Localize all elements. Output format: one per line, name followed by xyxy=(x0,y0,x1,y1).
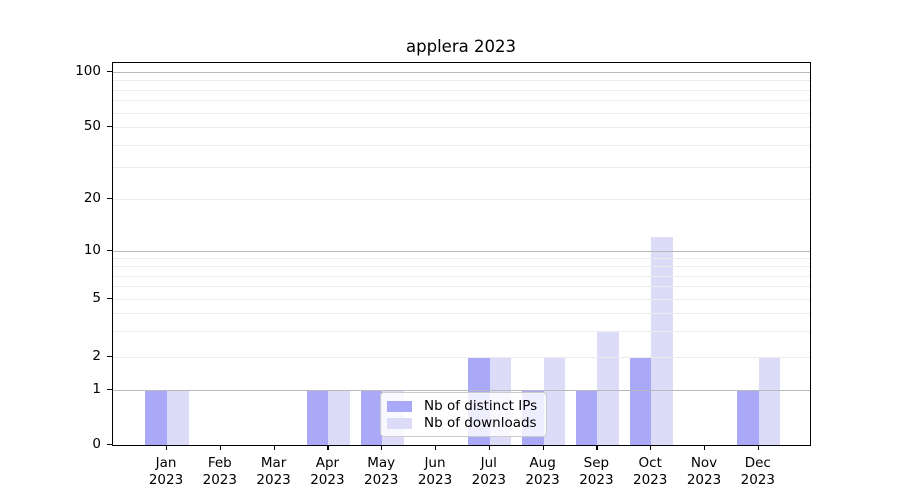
y-gridline-minor xyxy=(113,199,810,200)
legend-label-distinct-ips: Nb of distinct IPs xyxy=(424,398,538,414)
bar-downloads-oct xyxy=(651,237,673,445)
x-tick-label: Jun 2023 xyxy=(417,455,453,488)
legend-item-distinct-ips: Nb of distinct IPs xyxy=(387,398,538,415)
y-tick-label: 10 xyxy=(83,242,101,258)
legend-swatch-downloads xyxy=(387,418,412,429)
bar-distinct-ips-sep xyxy=(575,390,598,445)
legend: Nb of distinct IPs Nb of downloads xyxy=(380,392,547,437)
y-gridline-minor xyxy=(113,266,810,268)
y-gridline-minor xyxy=(113,100,810,102)
x-tick-label: Sep 2023 xyxy=(579,455,614,488)
y-gridline-minor xyxy=(113,127,810,128)
bar-distinct-ips-jan xyxy=(145,390,167,445)
y-gridline-major xyxy=(113,390,810,391)
x-tick xyxy=(488,445,490,450)
y-gridline-minor xyxy=(113,89,810,91)
y-gridline-minor xyxy=(113,258,810,260)
x-tick-label: Dec 2023 xyxy=(740,455,775,488)
legend-swatch-distinct-ips xyxy=(387,401,412,412)
x-tick-label: Jan 2023 xyxy=(148,455,184,488)
y-tick xyxy=(107,71,112,73)
x-tick-label: Apr 2023 xyxy=(310,455,345,488)
legend-item-downloads: Nb of downloads xyxy=(387,415,538,432)
bar-downloads-jan xyxy=(167,390,189,445)
bar-distinct-ips-may xyxy=(360,390,383,445)
y-tick xyxy=(107,389,112,391)
x-tick xyxy=(596,445,598,450)
y-gridline-major xyxy=(113,251,810,252)
y-tick xyxy=(107,356,112,358)
y-gridline-minor xyxy=(113,313,810,315)
y-gridline-major xyxy=(113,72,810,73)
y-tick xyxy=(107,444,112,446)
x-tick-label: Oct 2023 xyxy=(633,455,668,488)
y-tick-label: 1 xyxy=(92,381,101,397)
chart-title: applera 2023 xyxy=(406,37,516,56)
y-gridline-minor xyxy=(113,286,810,288)
x-tick xyxy=(166,445,168,450)
x-tick xyxy=(273,445,275,450)
x-tick-label: May 2023 xyxy=(364,455,399,488)
y-tick-label: 5 xyxy=(92,290,101,306)
x-tick xyxy=(650,445,652,450)
x-tick-label: Jul 2023 xyxy=(471,455,506,488)
y-gridline-minor xyxy=(113,80,810,82)
y-gridline-minor xyxy=(113,167,810,169)
y-tick xyxy=(107,298,112,300)
y-tick-label: 50 xyxy=(83,118,101,134)
bar-distinct-ips-apr xyxy=(306,390,329,445)
x-tick xyxy=(381,445,383,450)
y-gridline-minor xyxy=(113,299,810,300)
y-tick xyxy=(107,250,112,252)
y-tick-label: 2 xyxy=(92,348,101,364)
bar-downloads-apr xyxy=(328,390,350,445)
x-tick xyxy=(435,445,437,450)
y-tick xyxy=(107,198,112,200)
bar-distinct-ips-oct xyxy=(629,357,652,445)
bar-downloads-aug xyxy=(543,357,566,445)
x-tick-label: Aug 2023 xyxy=(525,455,560,488)
bar-downloads-dec xyxy=(758,357,781,445)
x-tick-label: Mar 2023 xyxy=(256,455,291,488)
y-tick-label: 20 xyxy=(83,190,101,206)
bar-downloads-sep xyxy=(597,331,619,445)
plot-area xyxy=(112,62,811,446)
legend-label-downloads: Nb of downloads xyxy=(424,415,537,431)
x-tick-label: Nov 2023 xyxy=(686,455,722,488)
y-tick-label: 100 xyxy=(75,63,101,79)
x-tick-label: Feb 2023 xyxy=(202,455,237,488)
y-gridline-minor xyxy=(113,357,810,358)
x-tick xyxy=(704,445,706,450)
y-tick xyxy=(107,126,112,128)
x-tick xyxy=(542,445,544,450)
x-tick xyxy=(757,445,759,450)
bar-distinct-ips-dec xyxy=(737,390,759,445)
y-gridline-minor xyxy=(113,112,810,114)
y-tick-label: 0 xyxy=(92,436,101,452)
y-gridline-minor xyxy=(113,331,810,333)
x-tick xyxy=(327,445,329,450)
x-tick xyxy=(219,445,221,450)
y-gridline-minor xyxy=(113,275,810,277)
y-gridline-minor xyxy=(113,144,810,146)
